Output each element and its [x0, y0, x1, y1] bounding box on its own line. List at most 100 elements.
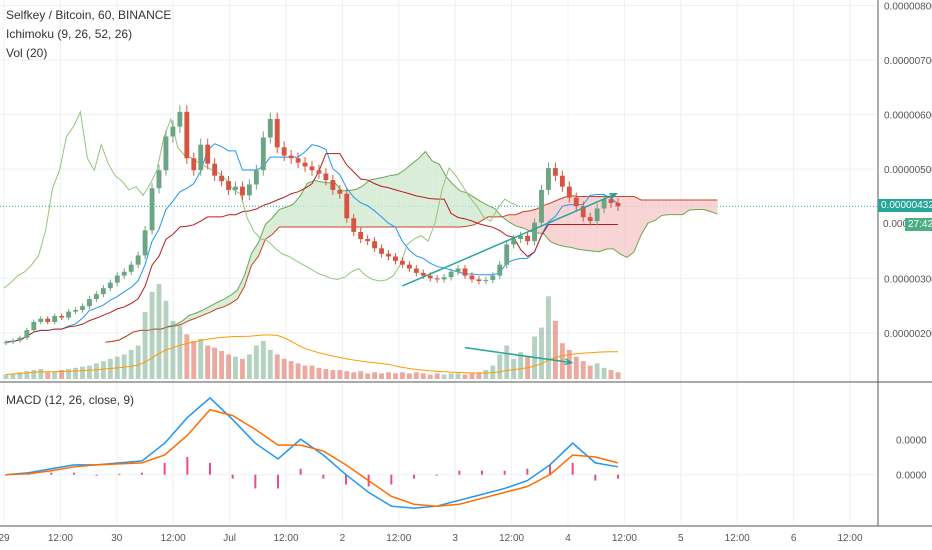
candle-body: [219, 175, 225, 182]
candle-body: [149, 188, 155, 231]
candle-body: [114, 275, 120, 283]
candle-body: [80, 306, 85, 310]
macd-tick-label: 0.0000: [896, 435, 927, 446]
candle-body: [413, 268, 419, 273]
macd-histogram-bar: [299, 468, 302, 475]
cloud-segment: [627, 196, 634, 258]
macd-legend[interactable]: MACD (12, 26, close, 9): [6, 393, 135, 407]
volume-bar: [233, 356, 238, 379]
candle-body: [351, 218, 357, 232]
candle-body: [448, 271, 454, 278]
time-tick-label: 12:00: [499, 533, 524, 544]
trendlines[interactable]: [402, 192, 619, 366]
trendline: [402, 193, 617, 287]
candle-body: [504, 244, 510, 265]
volume-bar: [448, 373, 454, 379]
price-tick-label: 0.00000800: [884, 1, 932, 12]
macd-histogram-bar: [345, 474, 347, 485]
candle-body: [246, 184, 252, 196]
cloud-segment: [230, 289, 238, 304]
trendline: [464, 346, 572, 364]
candle-body: [399, 260, 405, 265]
time-tick-label: 12:00: [273, 533, 298, 544]
senkou-span-a: [105, 150, 718, 343]
volume-bar: [608, 370, 614, 379]
cloud-segment: [369, 178, 377, 228]
ichimoku-legend[interactable]: Ichimoku (9, 26, 52, 26): [6, 27, 133, 41]
cloud-segment: [620, 196, 628, 258]
cloud-segment: [293, 196, 301, 228]
volume-bar: [483, 370, 489, 379]
macd-histogram-bar: [95, 474, 98, 476]
cloud-segment: [453, 184, 461, 228]
candle-body: [532, 222, 537, 242]
volume-bar: [52, 371, 58, 379]
cloud-segment: [508, 214, 516, 226]
candle-body: [240, 186, 245, 196]
cloud-segment: [251, 242, 259, 266]
cloud-segment: [543, 203, 551, 242]
candle-body: [455, 268, 461, 272]
macd-histogram-bar: [413, 474, 415, 479]
macd-histogram-bar: [209, 462, 211, 475]
volume-bar: [309, 365, 315, 379]
macd-histogram-bar: [617, 474, 619, 479]
senkou-span-b: [105, 195, 718, 343]
time-tick-label: 12:00: [161, 533, 186, 544]
candle-body: [365, 239, 371, 242]
candle-body: [386, 253, 391, 257]
price-tick-label: 0.00000500: [884, 165, 932, 176]
cloud-segment: [703, 200, 711, 212]
candlesticks[interactable]: [3, 105, 621, 346]
candle-body: [170, 126, 176, 137]
volume-bar: [3, 374, 9, 379]
candle-body: [107, 282, 113, 289]
candle-body: [135, 255, 141, 265]
candle-body: [142, 230, 148, 256]
macd-histogram-bar: [277, 474, 279, 489]
volume-bar: [10, 373, 16, 379]
volume-ma-line: [5, 334, 618, 376]
cloud-segment: [390, 174, 398, 228]
candle-body: [45, 318, 51, 322]
volume-bar: [163, 300, 169, 379]
cloud-segment: [355, 185, 363, 228]
candle-body: [274, 118, 280, 148]
time-tick-label: 3: [452, 533, 458, 544]
volume-bar: [427, 374, 433, 379]
volume-bar: [149, 291, 155, 379]
ichimoku-cloud: [105, 151, 718, 343]
volume-bar: [573, 356, 579, 379]
signal-line: [5, 408, 619, 507]
cloud-segment: [675, 200, 683, 215]
macd-histogram-bar: [141, 472, 143, 475]
volume-bar: [330, 370, 336, 379]
cloud-segment: [209, 302, 217, 313]
volume-bar: [351, 372, 357, 379]
time-tick-label: 12:00: [837, 533, 862, 544]
time-tick-label: 30: [111, 533, 123, 544]
last-price-tag: 0.00000432: [878, 199, 932, 212]
volume-bar: [184, 334, 190, 379]
candle-body: [212, 163, 218, 176]
volume-bar: [518, 352, 524, 379]
trendline-arrowhead: [564, 358, 574, 366]
volume-bar: [212, 347, 218, 379]
candle-body: [587, 217, 593, 222]
tenkan-line: [5, 143, 619, 343]
candle-body: [128, 264, 134, 272]
volume-legend[interactable]: Vol (20): [6, 46, 48, 60]
cloud-segment: [439, 164, 447, 228]
price-tick-label: 0.00000700: [884, 56, 932, 67]
volume-bar: [372, 372, 378, 379]
volume-bar: [344, 371, 350, 379]
volume-bar: [142, 311, 148, 379]
cloud-segment: [654, 200, 662, 221]
candle-body: [288, 155, 294, 159]
candle-body: [3, 342, 9, 344]
cloud-segment: [425, 151, 433, 228]
time-tick-label: 4: [565, 533, 571, 544]
cloud-segment: [550, 200, 558, 245]
cloud-segment: [258, 224, 266, 257]
